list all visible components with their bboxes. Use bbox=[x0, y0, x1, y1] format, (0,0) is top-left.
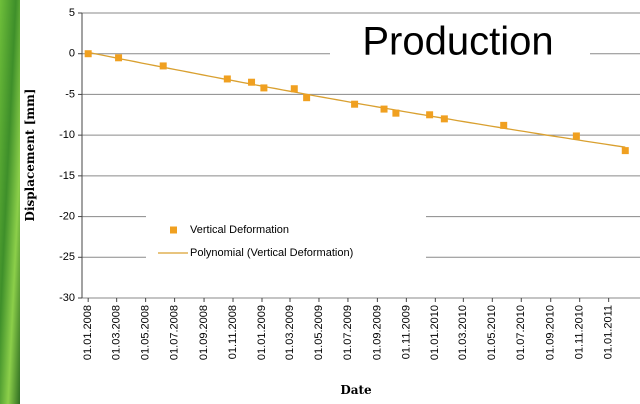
y-tick-label: 5 bbox=[69, 7, 75, 19]
chart: Date Displacement [mm] 5 0 -5 -10 -15 -20 -25 -… bbox=[0, 0, 640, 404]
data-point bbox=[351, 101, 358, 108]
legend-label: Vertical Deformation bbox=[190, 224, 289, 236]
data-point bbox=[85, 50, 92, 57]
x-tick-label: 01.03.2008 bbox=[111, 305, 123, 360]
y-tick-label: -5 bbox=[65, 88, 75, 100]
x-tick-label: 01.07.2008 bbox=[169, 305, 181, 360]
x-tick-label: 01.03.2010 bbox=[457, 305, 469, 360]
data-point bbox=[291, 85, 298, 92]
x-axis-title: Date bbox=[340, 383, 372, 397]
x-tick-label: 01.05.2010 bbox=[486, 305, 498, 360]
x-tick-label: 01.11.2009 bbox=[400, 305, 412, 359]
data-point bbox=[381, 106, 388, 113]
data-point bbox=[622, 147, 629, 154]
y-tick-label: -10 bbox=[59, 129, 75, 141]
y-tick-label: 0 bbox=[69, 48, 75, 60]
y-tick-label: -15 bbox=[59, 170, 75, 182]
y-tick-label: -20 bbox=[59, 210, 75, 222]
x-tick-label: 01.01.2011 bbox=[603, 305, 615, 359]
x-tick-label: 01.05.2009 bbox=[313, 305, 325, 360]
background-strip bbox=[0, 0, 20, 404]
x-tick-label: 01.01.2009 bbox=[256, 305, 268, 360]
data-point bbox=[500, 122, 507, 129]
data-point bbox=[441, 115, 448, 122]
y-tick-label: -25 bbox=[59, 251, 75, 263]
data-point bbox=[115, 54, 122, 61]
chart-title: Production bbox=[362, 20, 553, 64]
x-tick-label: 01.05.2008 bbox=[140, 305, 152, 360]
page: {"chart_data": { "type": "scatter", "tit… bbox=[0, 0, 640, 404]
x-tick-label: 01.07.2009 bbox=[342, 305, 354, 360]
data-point bbox=[303, 94, 310, 101]
data-point bbox=[573, 132, 580, 139]
data-point bbox=[392, 110, 399, 117]
y-tick-label: -30 bbox=[59, 292, 75, 304]
x-tick-label: 01.03.2009 bbox=[284, 305, 296, 360]
y-axis-title: Displacement [mm] bbox=[23, 89, 37, 222]
x-tick-label: 01.01.2010 bbox=[429, 305, 441, 360]
x-tick-label: 01.11.2008 bbox=[227, 305, 239, 359]
x-tick-label: 01.01.2008 bbox=[82, 305, 94, 360]
x-tick-label: 01.11.2010 bbox=[574, 305, 586, 359]
data-point bbox=[426, 111, 433, 118]
data-point bbox=[248, 79, 255, 86]
legend-label: Polynomial (Vertical Deformation) bbox=[190, 247, 353, 259]
x-tick-label: 01.09.2009 bbox=[371, 305, 383, 360]
x-tick-label: 01.09.2008 bbox=[198, 305, 210, 360]
x-tick-label: 01.07.2010 bbox=[515, 305, 527, 360]
x-tick-label: 01.09.2010 bbox=[545, 305, 557, 360]
data-point bbox=[224, 75, 231, 82]
data-point bbox=[160, 62, 167, 69]
data-point bbox=[260, 84, 267, 91]
legend-marker bbox=[170, 227, 177, 234]
